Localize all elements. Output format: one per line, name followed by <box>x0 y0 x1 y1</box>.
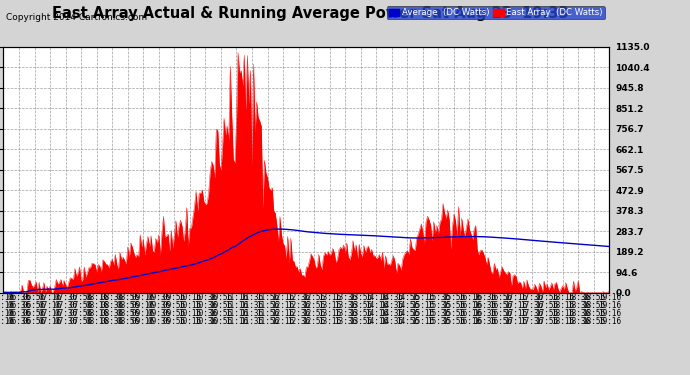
Text: East Array Actual & Running Average Power Sat Aug 23  19:33: East Array Actual & Running Average Powe… <box>52 6 569 21</box>
Text: Copyright 2014 Cartronics.com: Copyright 2014 Cartronics.com <box>6 13 147 22</box>
Legend: Average  (DC Watts), East Array  (DC Watts): Average (DC Watts), East Array (DC Watts… <box>386 6 605 20</box>
